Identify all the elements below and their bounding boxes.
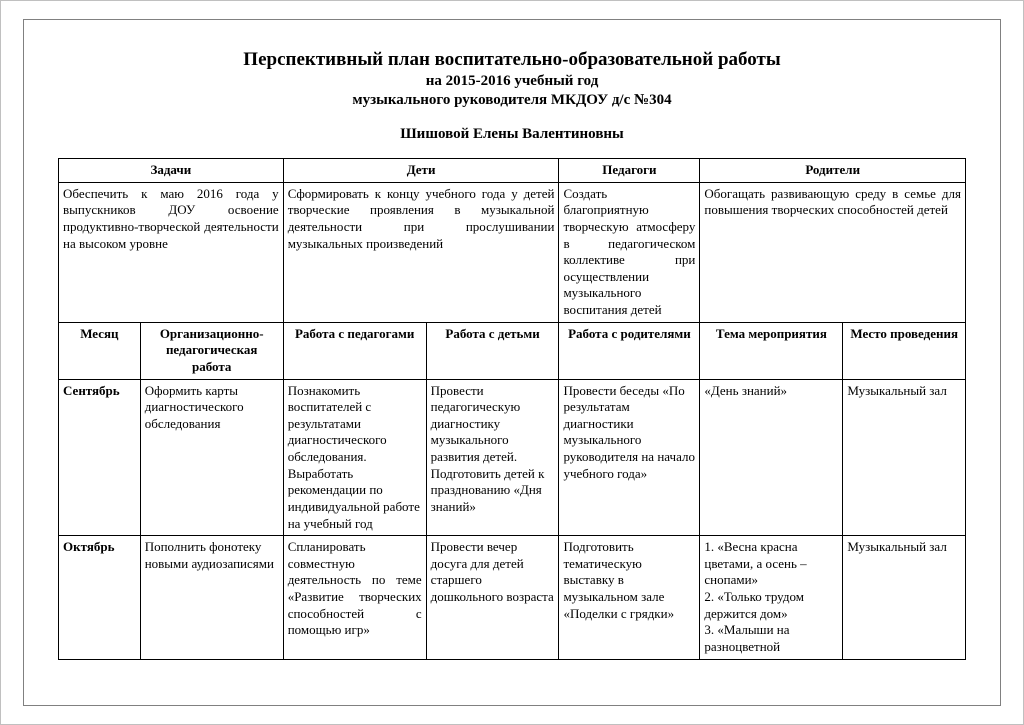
month-cell: Октябрь [59, 536, 141, 659]
cell-parents: Подготовить тематическую выставку в музы… [559, 536, 700, 659]
cell-theme: 1. «Весна красна цветами, а осень – сноп… [700, 536, 843, 659]
outer-frame: Перспективный план воспитательно-образов… [0, 0, 1024, 725]
title-line-3: музыкального руководителя МКДОУ д/с №304 [58, 91, 966, 110]
cell-teachers: Спланировать совместную деятельность по … [283, 536, 426, 659]
title-line-1: Перспективный план воспитательно-образов… [58, 48, 966, 72]
table-row: Октябрь Пополнить фонотеку новыми аудиоз… [59, 536, 966, 659]
cell-children: Провести педагогическую диагностику музы… [426, 379, 559, 536]
plan-hdr-place: Место проведения [843, 322, 966, 379]
plan-table: Задачи Дети Педагоги Родители Обеспечить… [58, 158, 966, 660]
cell-org: Оформить карты диагностического обследов… [140, 379, 283, 536]
title-block: Перспективный план воспитательно-образов… [58, 48, 966, 144]
plan-hdr-theme: Тема мероприятия [700, 322, 843, 379]
cell-children: Провести вечер досуга для детей старшего… [426, 536, 559, 659]
plan-hdr-month: Месяц [59, 322, 141, 379]
author-name: Шишовой Елены Валентиновны [58, 125, 966, 144]
tasks-cell-4: Обогащать развивающую среду в семье для … [700, 182, 966, 322]
tasks-cell-3: Создать благоприятную творческую атмосфе… [559, 182, 700, 322]
plan-hdr-teachers: Работа с педагогами [283, 322, 426, 379]
tasks-hdr-4: Родители [700, 159, 966, 183]
plan-hdr-orgped: Организационно-педагогическая работа [140, 322, 283, 379]
tasks-hdr-3: Педагоги [559, 159, 700, 183]
cell-place: Музыкальный зал [843, 379, 966, 536]
inner-frame: Перспективный план воспитательно-образов… [23, 19, 1001, 706]
plan-hdr-parents: Работа с родителями [559, 322, 700, 379]
cell-teachers: Познакомить воспитателей с результатами … [283, 379, 426, 536]
plan-hdr-children: Работа с детьми [426, 322, 559, 379]
tasks-cell-1: Обеспечить к маю 2016 года у выпускников… [59, 182, 284, 322]
title-line-2: на 2015-2016 учебный год [58, 72, 966, 91]
plan-header-row: Месяц Организационно-педагогическая рабо… [59, 322, 966, 379]
month-cell: Сентябрь [59, 379, 141, 536]
cell-place: Музыкальный зал [843, 536, 966, 659]
cell-theme: «День знаний» [700, 379, 843, 536]
tasks-cell-2: Сформировать к концу учебного года у дет… [283, 182, 559, 322]
tasks-row: Обеспечить к маю 2016 года у выпускников… [59, 182, 966, 322]
cell-parents: Провести беседы «По результатам диагност… [559, 379, 700, 536]
tasks-hdr-1: Задачи [59, 159, 284, 183]
tasks-hdr-2: Дети [283, 159, 559, 183]
table-row: Сентябрь Оформить карты диагностического… [59, 379, 966, 536]
tasks-header-row: Задачи Дети Педагоги Родители [59, 159, 966, 183]
cell-org: Пополнить фонотеку новыми аудиозаписями [140, 536, 283, 659]
